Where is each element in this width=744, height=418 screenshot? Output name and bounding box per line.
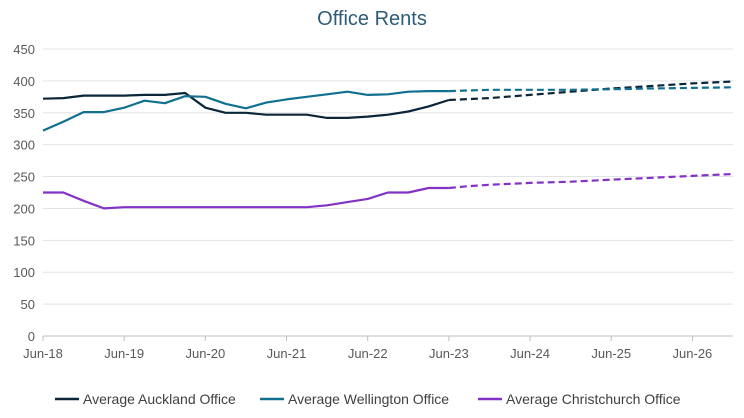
x-tick-label: Jun-25: [591, 346, 631, 361]
y-tick-label: 400: [13, 74, 35, 89]
series-line-forecast: [448, 172, 734, 190]
series-line-actual: [42, 91, 450, 120]
x-tick-label: Jun-18: [23, 346, 63, 361]
series-line-actual: [43, 186, 449, 210]
y-tick-label: 300: [13, 138, 35, 153]
y-tick-label: 50: [21, 297, 35, 312]
series-line-forecast: [448, 80, 734, 102]
series-line-actual: [42, 89, 449, 132]
y-tick-label: 100: [13, 265, 35, 280]
x-tick-label: Jun-21: [267, 346, 307, 361]
x-tick-label: Jun-22: [348, 346, 388, 361]
x-tick-label: Jun-20: [185, 346, 225, 361]
x-tick-label: Jun-26: [673, 346, 713, 361]
y-tick-label: 150: [13, 233, 35, 248]
y-tick-label: 0: [28, 329, 35, 344]
y-tick-label: 200: [13, 201, 35, 216]
chart-title: Office Rents: [317, 8, 427, 30]
legend-label: Average Auckland Office: [83, 391, 236, 407]
y-tick-label: 250: [13, 170, 35, 185]
x-tick-label: Jun-23: [429, 346, 469, 361]
legend-label: Average Christchurch Office: [506, 391, 681, 407]
legend-label: Average Wellington Office: [288, 391, 449, 407]
y-tick-label: 450: [13, 42, 35, 57]
x-tick-label: Jun-19: [104, 346, 144, 361]
y-tick-label: 350: [13, 106, 35, 121]
x-tick-label: Jun-24: [510, 346, 550, 361]
series-line-forecast: [448, 86, 734, 93]
